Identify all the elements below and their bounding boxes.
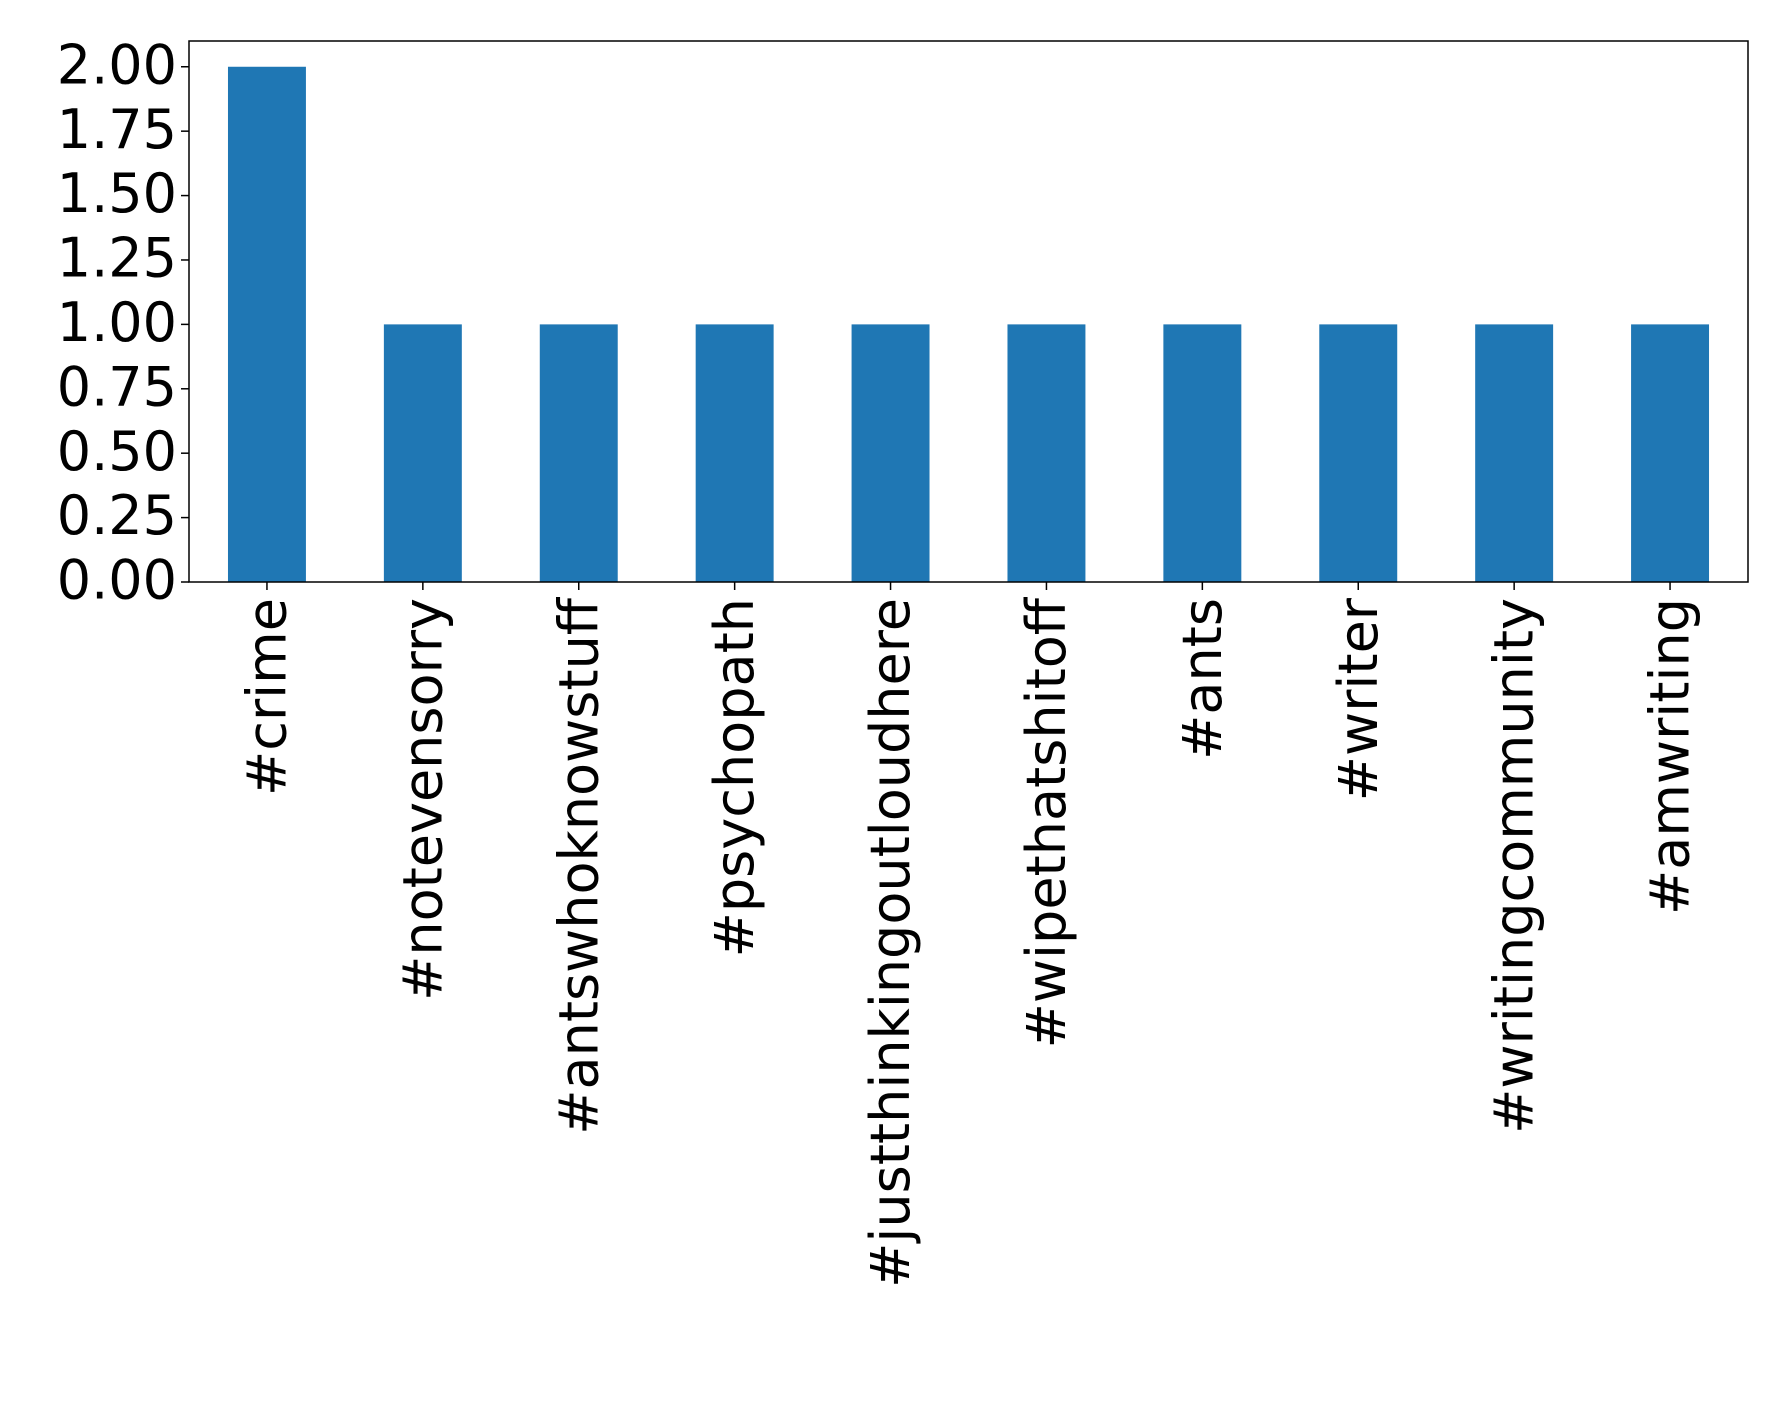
x-tick-label: #psychopath [703,598,766,957]
bar [1163,324,1242,582]
y-tick-label: 2.00 [57,33,177,96]
x-tick-label: #antswhoknowstuff [547,596,610,1135]
y-tick-label: 1.25 [57,227,177,290]
y-tick-label: 0.00 [57,549,177,612]
y-tick-label: 0.75 [57,355,177,418]
x-tick-label: #wipethatshitoff [1015,596,1078,1048]
bar [1475,324,1554,582]
x-tick-label: #writer [1327,597,1390,801]
x-tick-label: #ants [1171,598,1234,760]
x-tick-label: #writingcommunity [1483,598,1546,1134]
y-tick-label: 0.25 [57,484,177,547]
bar [227,66,306,582]
x-tick-label: #justthinkingoutloudhere [859,598,922,1288]
bar [1319,324,1398,582]
bar [851,324,930,582]
y-tick-label: 1.50 [57,162,177,225]
plot-frame [188,40,1749,583]
x-tick-label: #notevensorry [391,598,454,1001]
x-tick-label: #crime [235,598,298,796]
bar [1007,324,1086,582]
x-tick-label: #amwriting [1639,598,1702,915]
y-tick-label: 1.75 [57,98,177,161]
bar [1631,324,1710,582]
bar [539,324,618,582]
y-tick-label: 1.00 [57,291,177,354]
bar [383,324,462,582]
y-tick-label: 0.50 [57,420,177,483]
bar [695,324,774,582]
